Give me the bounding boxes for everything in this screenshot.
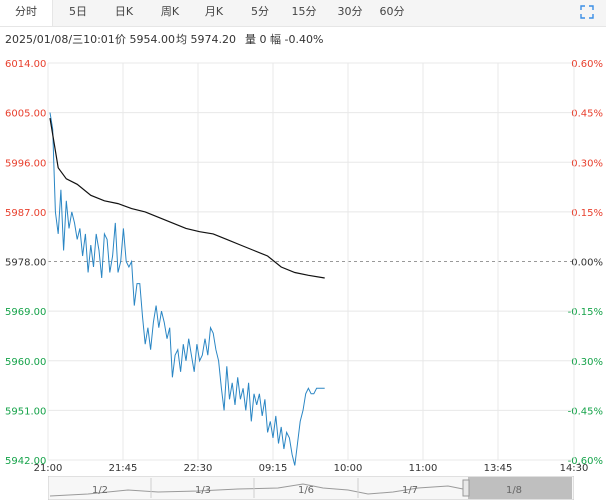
navigator-selection <box>468 477 572 499</box>
y-tick-label-left: 5987.00 <box>5 208 46 219</box>
navigator-left-handle <box>462 479 470 497</box>
info-volume: 量 0 <box>245 33 267 46</box>
navigator-date-label: 1/8 <box>506 485 522 496</box>
navigator-date-label: 1/3 <box>195 485 211 496</box>
navigator-sparkline <box>49 483 469 497</box>
fullscreen-icon[interactable] <box>580 5 594 19</box>
tab-daily-k[interactable]: 日K <box>114 5 134 18</box>
y-tick-label-left: 5969.00 <box>5 307 46 318</box>
x-tick-label: 14:30 <box>560 463 589 474</box>
y-tick-label-right: 0.30% <box>571 357 603 368</box>
tab-15-minute[interactable]: 15分 <box>291 5 317 18</box>
intraday-chart[interactable]: 6014.00 0.60% 6005.00 0.45% 5996.00 0.30% 5987… <box>0 0 606 476</box>
y-tick-label-right: 0.45% <box>571 109 603 120</box>
y-tick-label-right: -0.15% <box>568 307 603 318</box>
x-tick-label: 10:00 <box>334 463 363 474</box>
x-tick-label: 09:15 <box>259 463 288 474</box>
y-tick-label-left: 5996.00 <box>5 158 46 169</box>
x-tick-label: 21:00 <box>34 463 63 474</box>
y-tick-label-right: 0.60% <box>571 59 603 70</box>
price-line <box>49 112 325 466</box>
y-tick-label-left: 6014.00 <box>5 59 46 70</box>
y-tick-label-right: 0.15% <box>571 208 603 219</box>
y-tick-label-right: 0.00% <box>571 258 603 269</box>
info-change: 幅 -0.40% <box>270 33 324 46</box>
x-tick-label: 13:45 <box>484 463 513 474</box>
navigator-date-label: 1/2 <box>92 485 108 496</box>
tab-timeshare[interactable]: 分时 <box>0 0 53 26</box>
navigator-date-label: 1/7 <box>402 485 418 496</box>
x-tick-label: 22:30 <box>184 463 213 474</box>
tab-30-minute[interactable]: 30分 <box>337 5 363 18</box>
y-tick-label-left: 5978.00 <box>5 258 46 269</box>
info-datetime: 2025/01/08/三10:01 <box>5 33 115 46</box>
tab-weekly-k[interactable]: 周K <box>160 5 180 18</box>
y-tick-label-right: -0.60% <box>568 456 603 467</box>
average-price-line <box>49 118 325 279</box>
info-price: 价 5954.00 <box>115 33 175 46</box>
x-tick-label: 21:45 <box>109 463 138 474</box>
y-tick-label-left: 5951.00 <box>5 406 46 417</box>
tab-5-day[interactable]: 5日 <box>69 5 87 18</box>
period-tab-bar: 分时 5日 日K 周K 月K 5分 15分 30分 60分 <box>0 0 606 27</box>
y-tick-label-left: 5942.00 <box>5 456 46 467</box>
y-tick-label-left: 5960.00 <box>5 357 46 368</box>
time-range-navigator[interactable]: 1/2 1/3 1/6 1/7 1/8 <box>48 476 574 500</box>
info-average: 均 5974.20 <box>176 33 236 46</box>
quote-info-bar: 2025/01/08/三10:01 价 5954.00 均 5974.20 量 … <box>0 28 606 48</box>
tab-60-minute[interactable]: 60分 <box>379 5 405 18</box>
y-tick-label-right: -0.45% <box>568 406 603 417</box>
y-tick-label-left: 6005.00 <box>5 109 46 120</box>
navigator-date-label: 1/6 <box>298 485 314 496</box>
tab-monthly-k[interactable]: 月K <box>204 5 224 18</box>
tab-5-minute[interactable]: 5分 <box>251 5 269 18</box>
y-tick-label-right: 0.30% <box>571 158 603 169</box>
x-tick-label: 11:00 <box>409 463 438 474</box>
